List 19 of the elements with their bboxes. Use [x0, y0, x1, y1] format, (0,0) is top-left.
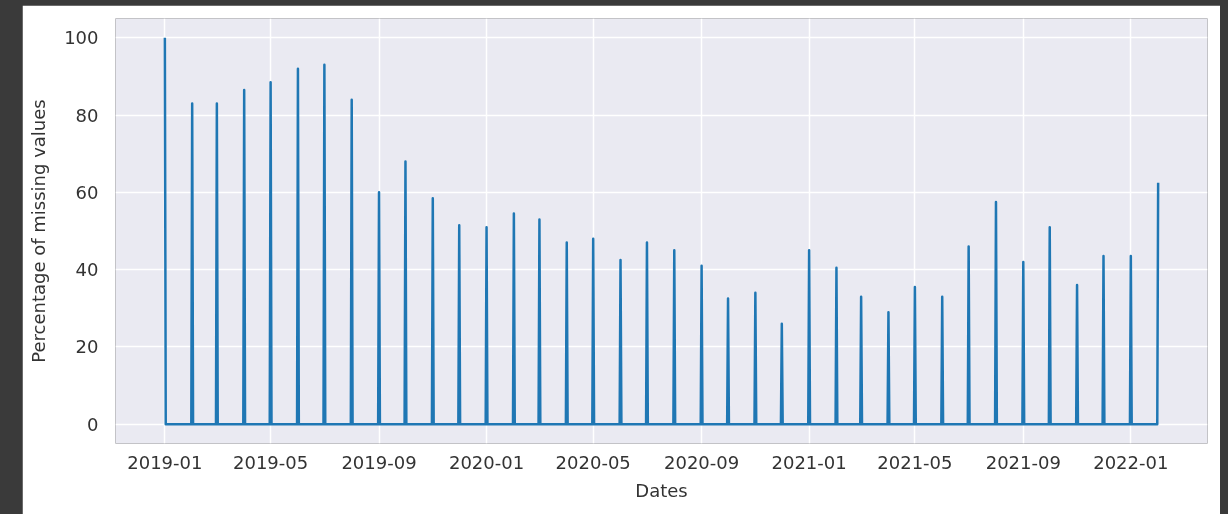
x-tick-label: 2020-05: [555, 451, 631, 473]
y-axis-title: Percentage of missing values: [28, 99, 50, 363]
x-tick-label: 2020-01: [448, 451, 525, 473]
x-tick-label: 2020-09: [664, 451, 740, 473]
x-tick-label: 2021-09: [985, 451, 1061, 473]
y-tick-label: 100: [64, 27, 99, 49]
y-tick-label: 60: [75, 181, 99, 203]
y-tick-label: 80: [75, 104, 99, 126]
x-tick-label: 2022-01: [1093, 451, 1169, 473]
y-tick-label: 40: [75, 259, 99, 281]
y-tick-label: 20: [75, 336, 99, 358]
line-series: [163, 36, 1160, 426]
x-tick-label: 2019-05: [233, 451, 309, 473]
x-tick-label: 2019-01: [127, 451, 203, 473]
x-axis-title: Dates: [635, 479, 688, 501]
x-tick-label: 2021-05: [877, 451, 953, 473]
x-tick-label: 2019-09: [341, 451, 417, 473]
y-tick-label: 0: [87, 413, 99, 435]
x-tick-label: 2021-01: [771, 451, 847, 473]
